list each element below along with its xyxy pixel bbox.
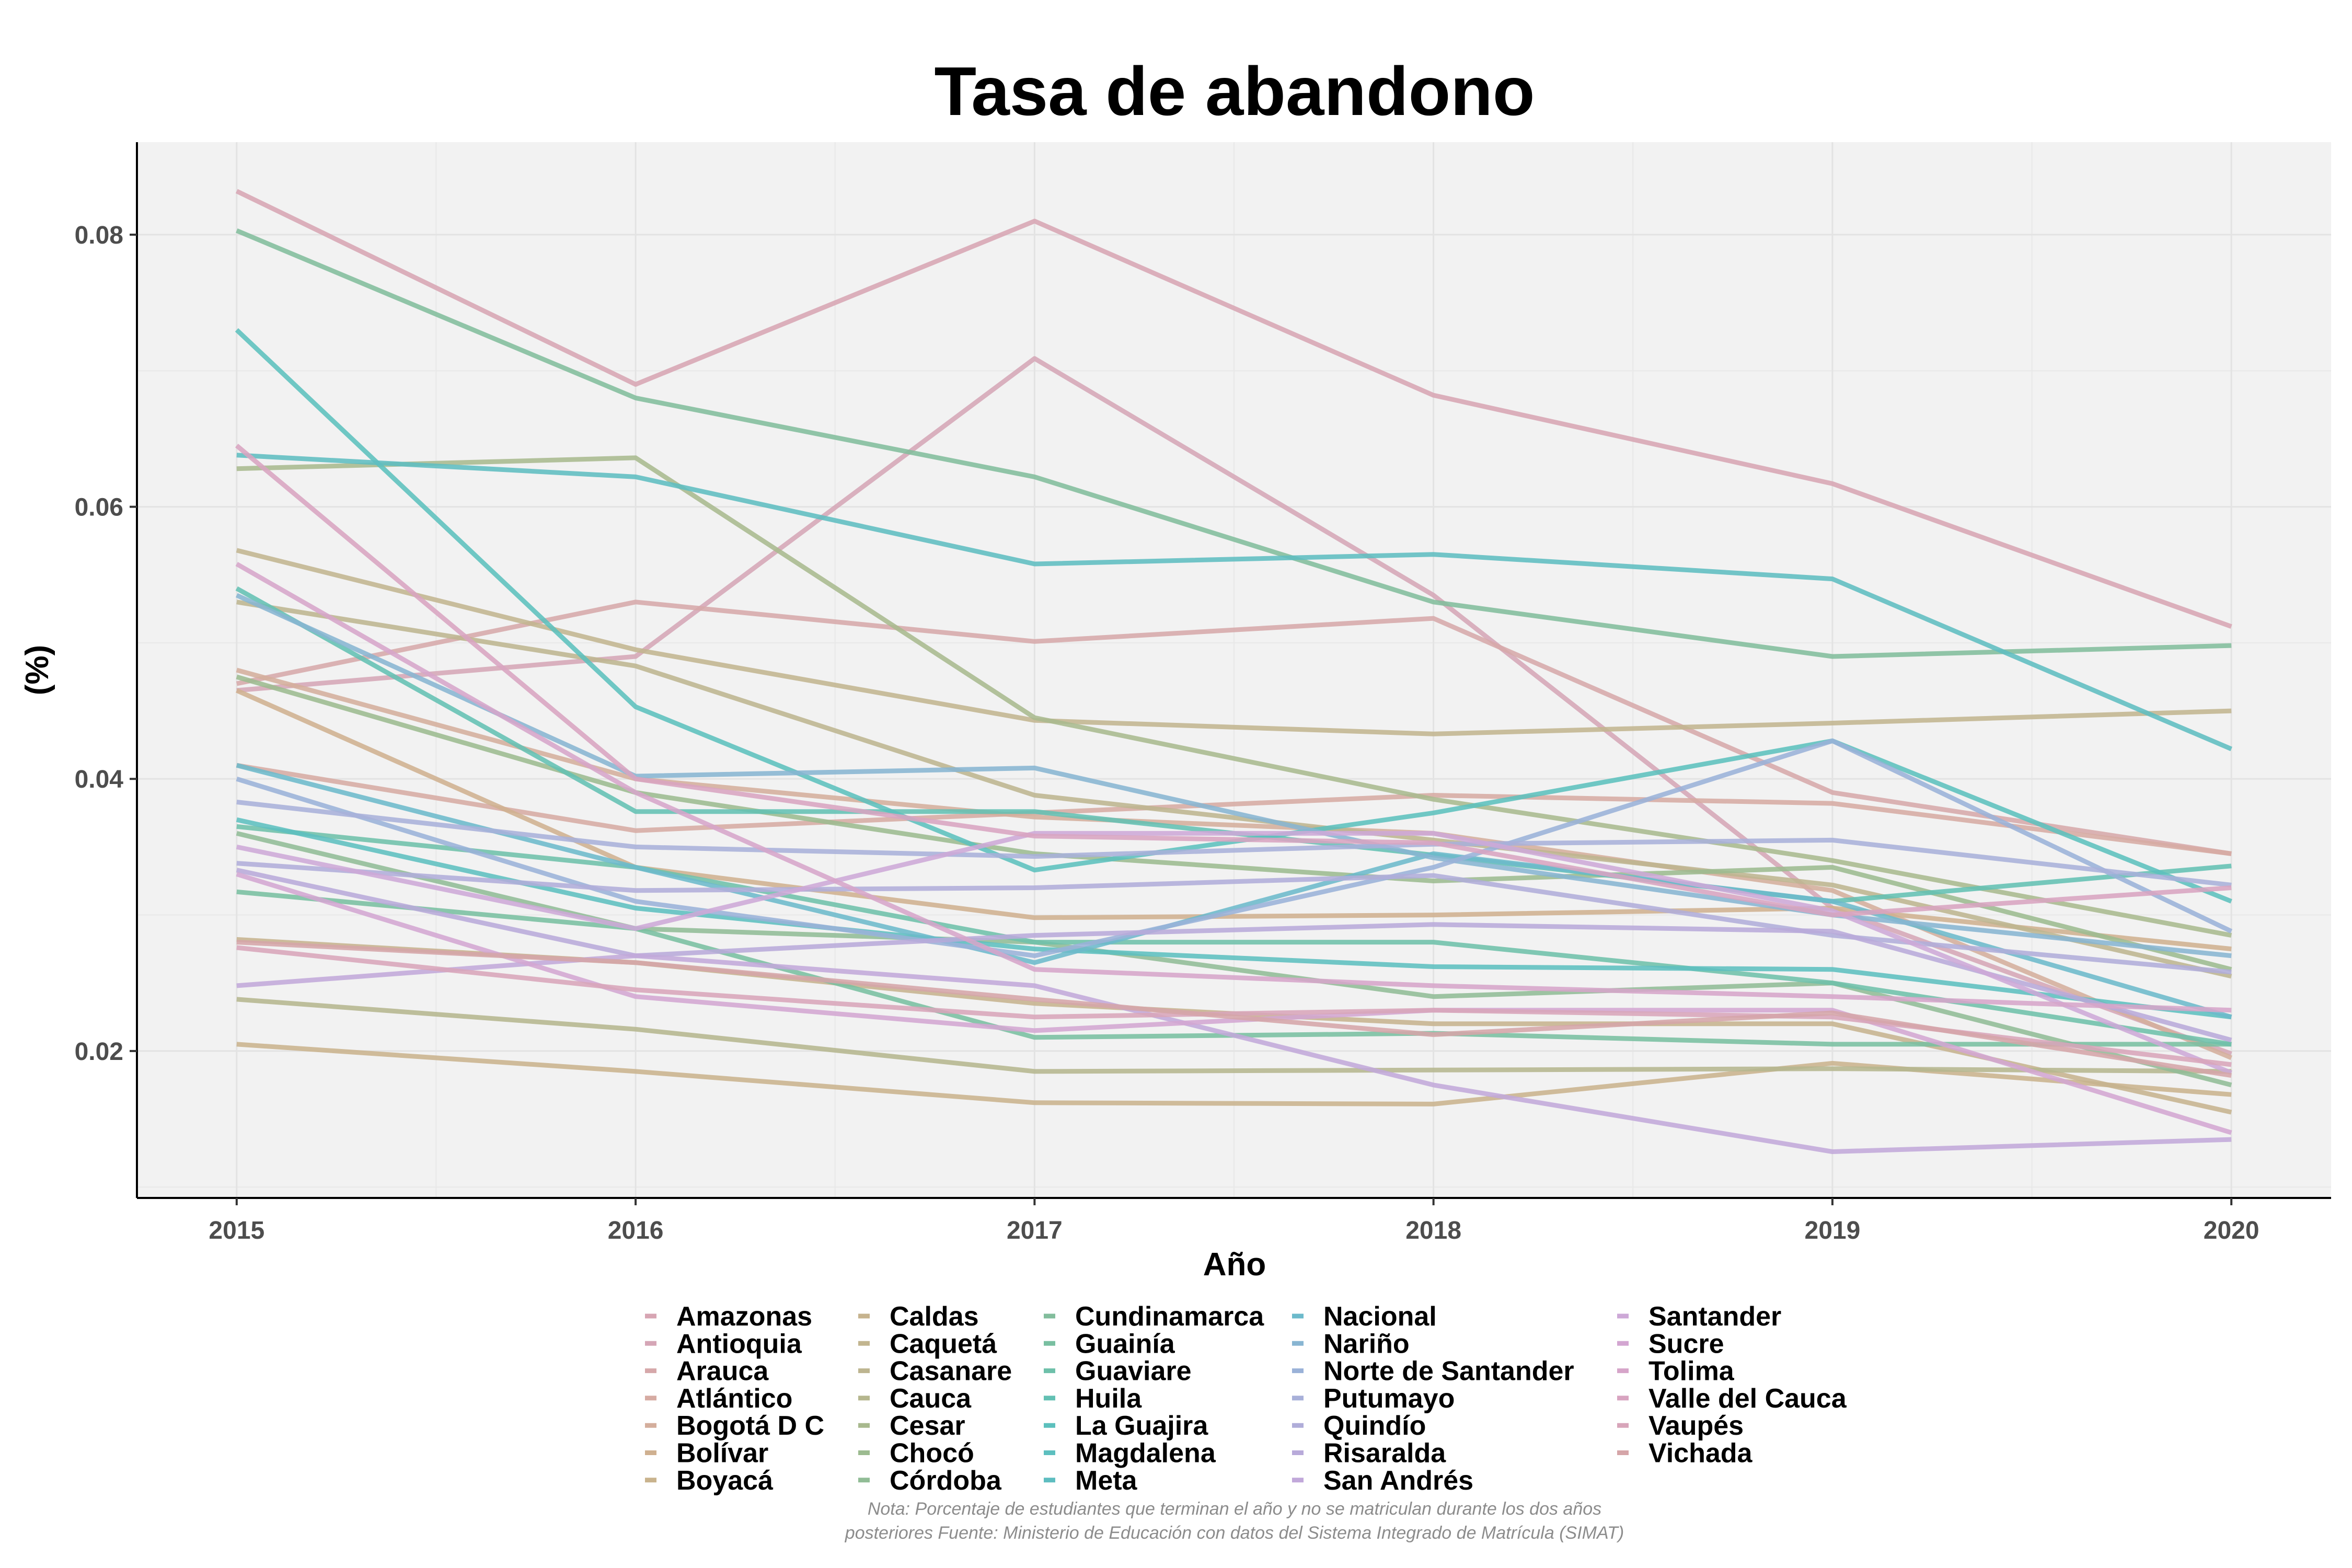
series-line-santander — [236, 831, 2232, 1075]
legend-label: Chocó — [890, 1438, 974, 1469]
legend-label: Santander — [1648, 1301, 1781, 1332]
legend-label: Guaviare — [1075, 1356, 1192, 1387]
x-tick-label: 2017 — [1007, 1217, 1063, 1244]
legend-label: San Andrés — [1323, 1466, 1473, 1496]
legend-label: Caquetá — [890, 1329, 997, 1359]
legend-label: Atlántico — [676, 1383, 792, 1414]
legend-label: Guainía — [1075, 1329, 1175, 1359]
legend-label: Tolima — [1648, 1356, 1735, 1387]
series-line-norte-de-santander — [236, 738, 2233, 959]
legend-label: Vaupés — [1648, 1411, 1744, 1441]
series-line-casanare — [236, 599, 2232, 979]
series-lines — [235, 189, 2233, 1154]
chart-title: Tasa de abandono — [934, 53, 1535, 130]
series-line-quindío — [236, 861, 2232, 975]
legend-label: Valle del Cauca — [1648, 1383, 1847, 1414]
note-line-1: Nota: Porcentaje de estudiantes que term… — [868, 1499, 1601, 1519]
legend-label: Risaralda — [1323, 1438, 1446, 1469]
x-tick-label: 2015 — [209, 1217, 264, 1244]
legend-label: Córdoba — [890, 1466, 1002, 1496]
y-tick-label: 0.06 — [75, 494, 123, 522]
series-line-sucre — [236, 872, 2232, 1135]
series-line-magdalena — [236, 817, 2232, 1020]
x-tick-label: 2019 — [1805, 1217, 1861, 1244]
x-tick-label: 2016 — [608, 1217, 664, 1244]
legend-label: La Guajira — [1075, 1411, 1208, 1441]
legend-label: Casanare — [890, 1356, 1012, 1387]
legend-label: Antioquia — [676, 1329, 802, 1359]
x-axis-title: Año — [1203, 1247, 1266, 1283]
legend-label: Bogotá D C — [676, 1411, 824, 1441]
series-line-atlántico — [236, 763, 2232, 856]
legend-label: Nariño — [1323, 1329, 1410, 1359]
note-line-2: posteriores Fuente: Ministerio de Educac… — [845, 1523, 1624, 1543]
legend-label: Bolívar — [676, 1438, 768, 1469]
series-line-valle-del-cauca — [235, 444, 2232, 918]
series-line-caquetá — [236, 548, 2232, 736]
axis-ticks: 0.02 0.04 0.06 0.08 2015 2016 2017 2018 2019 2020 — [75, 222, 2259, 1244]
x-tick-label: 2018 — [1405, 1217, 1461, 1244]
series-line-antioquia — [236, 356, 2232, 1056]
legend-label: Putumayo — [1323, 1383, 1455, 1414]
series-line-risaralda — [236, 868, 2232, 1043]
y-tick-label: 0.02 — [75, 1038, 123, 1066]
legend-label: Boyacá — [676, 1466, 774, 1496]
legend-label: Sucre — [1648, 1329, 1724, 1359]
series-line-arauca — [236, 599, 2232, 856]
y-tick-label: 0.08 — [75, 222, 123, 249]
legend-label: Huila — [1075, 1383, 1142, 1414]
series-line-putumayo — [236, 800, 2232, 887]
legend-label: Norte de Santander — [1323, 1356, 1574, 1387]
y-axis-title: (%) — [19, 645, 55, 695]
legend-label: Vichada — [1648, 1438, 1753, 1469]
series-line-cundinamarca — [236, 228, 2232, 659]
series-line-nariño — [235, 593, 2232, 959]
series-line-vichada — [236, 940, 2232, 1078]
series-line-guaviare — [236, 824, 2232, 1047]
legend-label: Caldas — [890, 1301, 979, 1332]
legend-label: Arauca — [676, 1356, 769, 1387]
legend-label: Quindío — [1323, 1411, 1426, 1441]
series-line-cesar — [236, 455, 2232, 938]
legend-label: Amazonas — [676, 1301, 812, 1332]
legend-label: Cundinamarca — [1075, 1301, 1264, 1332]
legend-label: Meta — [1075, 1466, 1138, 1496]
series-line-tolima — [235, 562, 2232, 1013]
legend-label: Nacional — [1323, 1301, 1437, 1332]
legend-label: Magdalena — [1075, 1438, 1216, 1469]
legend-label: Cesar — [890, 1411, 965, 1441]
legend-label: Cauca — [890, 1383, 972, 1414]
series-line-cauca — [236, 997, 2232, 1074]
series-line-meta — [236, 453, 2232, 752]
series-line-amazonas — [235, 189, 2232, 629]
y-tick-label: 0.04 — [75, 766, 124, 793]
x-tick-label: 2020 — [2204, 1217, 2259, 1244]
